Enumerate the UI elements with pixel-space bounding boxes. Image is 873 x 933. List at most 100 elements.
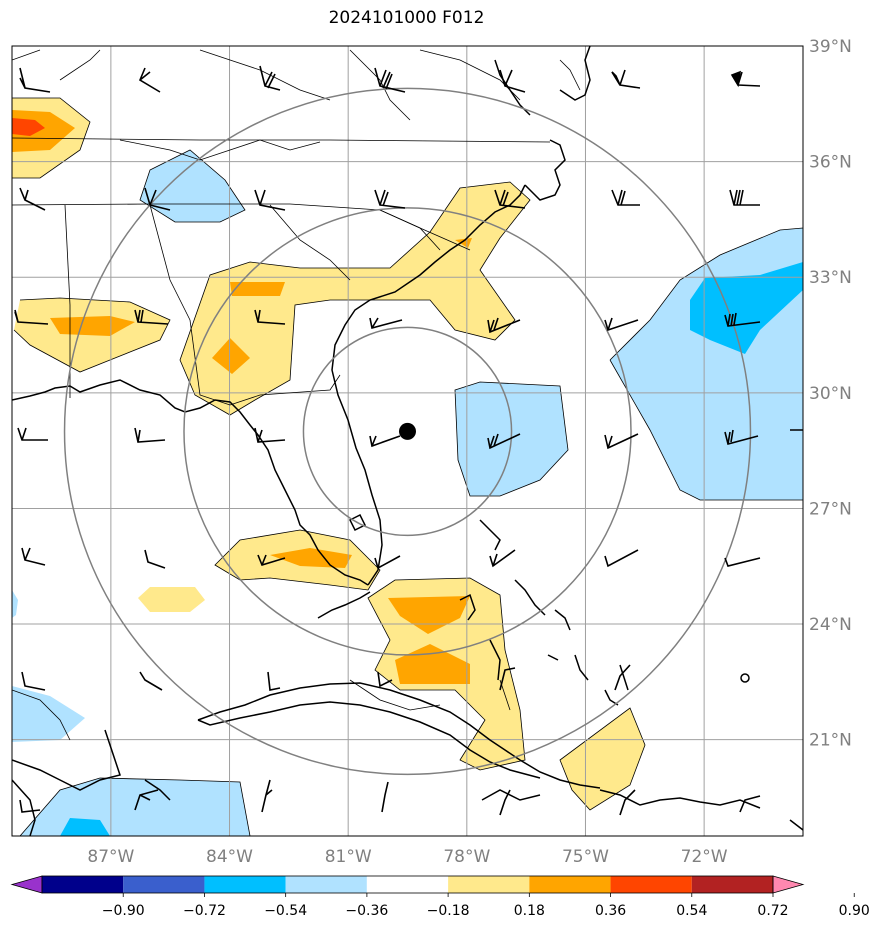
anomaly-positive-ga-core1 (230, 282, 285, 296)
longitude-tick-label: 78°W (443, 847, 490, 867)
wind-barb (369, 435, 401, 448)
wind-barb (369, 317, 403, 329)
pennant (611, 71, 621, 86)
wind-barbs (14, 65, 761, 816)
latitude-tick-label: 24°N (809, 615, 852, 635)
longitude-labels: 87°W 84°W 81°W 78°W 75°W 72°W (87, 847, 727, 867)
wind-barb (499, 69, 526, 93)
longitude-tick-label: 75°W (562, 847, 609, 867)
longitude-tick-label: 84°W (206, 847, 253, 867)
wind-barb (487, 317, 521, 334)
wind-barb (611, 189, 640, 206)
anomaly-positive-bahamas-core1 (388, 596, 470, 634)
range-ring (183, 207, 632, 656)
colorbar-segment (448, 876, 530, 893)
colorbar-tick-label: −0.72 (183, 903, 226, 919)
anomaly-positive-al-core (50, 316, 135, 336)
wind-barb (499, 789, 511, 816)
longitude-tick-label: 72°W (681, 847, 728, 867)
wind-barb (21, 671, 46, 691)
wind-barb (619, 789, 636, 816)
colorbar-tick-label: 0.72 (757, 903, 788, 919)
latitude-tick-label: 27°N (809, 499, 852, 519)
wind-barb (604, 549, 639, 568)
colorbar-segment (691, 876, 773, 893)
wind-barb (499, 667, 516, 691)
colorbar-tick-label: 0.54 (676, 903, 707, 919)
anomaly-negative-sw-edge (12, 590, 18, 618)
wind-barb (144, 187, 171, 211)
latitude-tick-label: 36°N (809, 153, 852, 173)
colorbar-segment (610, 876, 692, 893)
wind-barb (604, 433, 639, 450)
colorbar-tick-label: 0.36 (595, 903, 626, 919)
latitude-tick-label: 21°N (809, 731, 852, 751)
wind-barb (724, 429, 759, 445)
wind-barb (381, 781, 389, 813)
map-panel (12, 46, 803, 836)
colorbar-segment (366, 876, 449, 893)
colorbar-tick-label: −0.18 (427, 903, 470, 919)
wind-barb (489, 549, 516, 568)
wind-barb (261, 779, 273, 813)
anomaly-positive-ga-core2 (212, 338, 250, 374)
wind-barb (724, 557, 761, 567)
range-ring (302, 326, 513, 537)
colorbar-tick-label: 0.90 (839, 903, 870, 919)
wind-barb (134, 309, 169, 325)
contour-lines (12, 97, 803, 836)
colorbar-labels: −0.90 −0.72 −0.54 −0.36 −0.18 0.18 0.36 0.54 0.7… (102, 893, 870, 919)
colorbar (10, 875, 805, 894)
anomaly-positive-gulf (138, 587, 205, 612)
longitude-tick-label: 87°W (87, 847, 134, 867)
wind-barb (19, 187, 46, 211)
latitude-tick-label: 30°N (809, 384, 852, 404)
wind-barb (739, 795, 761, 813)
wind-barb (614, 664, 631, 691)
colorbar-tick-label: −0.36 (345, 903, 388, 919)
colorbar-segment (42, 876, 124, 893)
wind-barb (134, 789, 159, 811)
wind-barb (19, 67, 51, 93)
anomaly-negative-gulf-sw (12, 686, 85, 742)
anomaly-positive-bahamas-core2 (395, 644, 470, 684)
wind-barb (259, 65, 281, 91)
wind-barb (374, 555, 401, 570)
wind-barb (14, 309, 49, 325)
shaded-field (12, 98, 803, 836)
wind-barb (19, 799, 41, 813)
wind-barb (254, 427, 286, 443)
wind-barb (729, 189, 760, 206)
colorbar-segment (204, 876, 286, 893)
colorbar-outline (41, 875, 774, 894)
wind-barb (374, 67, 406, 93)
latitude-tick-label: 39°N (809, 37, 852, 57)
wind-barb (21, 547, 46, 566)
colorbar-tick-label: −0.90 (102, 903, 145, 919)
map-title: 2024101000 F012 (328, 8, 485, 28)
storm-center-marker (399, 422, 416, 440)
wind-barb (494, 189, 526, 209)
wind-barb (144, 549, 166, 569)
wind-barb (139, 671, 163, 691)
colorbar-extend-min (10, 875, 43, 894)
anomaly-positive-nw-peak (12, 118, 45, 136)
wind-barb (604, 317, 639, 332)
wind-barb (724, 312, 761, 327)
wind-barb (254, 309, 286, 325)
pennant (730, 70, 741, 88)
latitude-tick-label: 33°N (809, 268, 852, 288)
wind-barb (138, 67, 161, 93)
colorbar-tick-label: 0.18 (514, 903, 545, 919)
colorbar-tick-label: −0.54 (264, 903, 307, 919)
wind-barb (17, 427, 48, 441)
colorbar-segment (123, 876, 205, 893)
wind-barb (134, 427, 166, 443)
wind-barb (267, 671, 281, 691)
colorbar-extend-max (772, 875, 805, 894)
wind-barb (254, 189, 286, 211)
longitude-tick-label: 81°W (325, 847, 372, 867)
latitude-labels: 39°N 36°N 33°N 30°N 27°N 24°N 21°N (809, 37, 852, 751)
anomaly-positive-sfl-core (270, 548, 352, 568)
